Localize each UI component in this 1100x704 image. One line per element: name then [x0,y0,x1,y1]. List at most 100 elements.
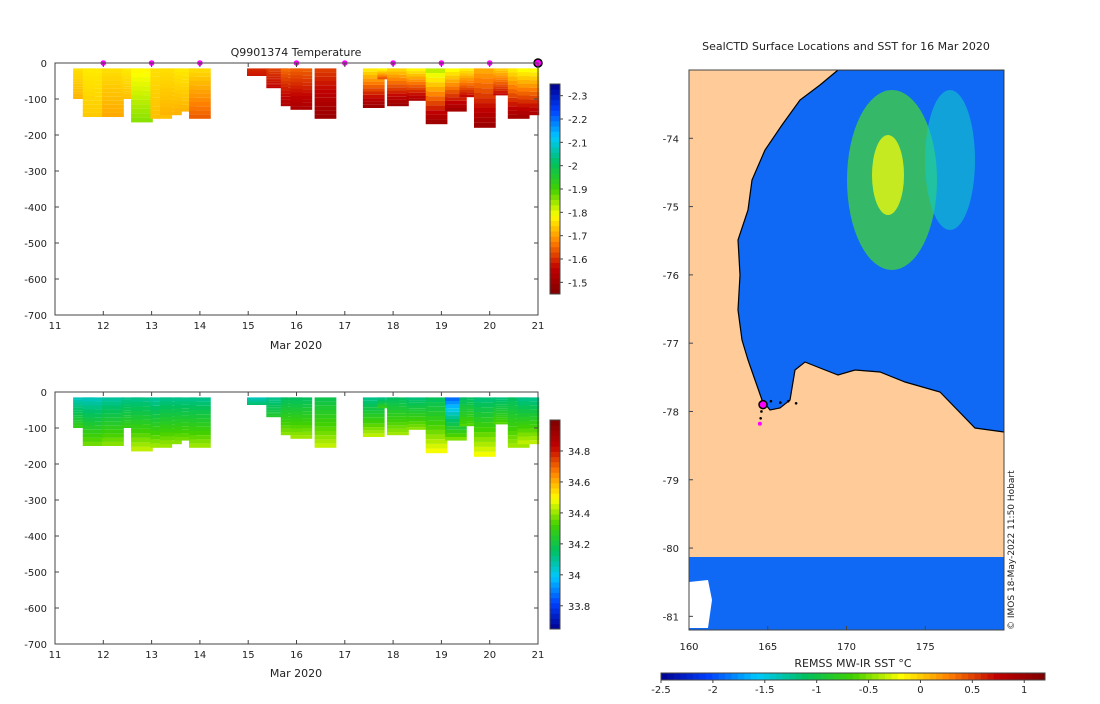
profile-cell [174,415,197,419]
salinity-colorbar: 34.8 34.6 34.4 34.2 34 33.8 [549,419,590,630]
profile-cell [474,83,496,89]
profile-cell [189,102,211,107]
profile-cell [387,81,409,85]
track-point [769,399,773,403]
colorbar-segment [550,273,560,279]
lon-tick-label: 165 [758,642,777,653]
profile-cell [290,425,313,429]
profile-cell [445,401,467,405]
profile-cell [189,85,211,90]
profile-cell [82,409,105,414]
profile-cell [174,82,197,87]
profile-cell [246,69,269,70]
profile-cell [493,70,516,73]
colorbar-tick-label: -2.3 [568,92,588,103]
profile-cell [387,74,409,78]
profile-cell [102,80,124,85]
profile-cell [290,431,313,436]
profile-cell [517,405,540,410]
profile-cell [290,71,313,76]
profile-cell [102,397,124,402]
profile-cell [517,432,540,437]
profile-cell [82,401,105,406]
track-point [760,410,763,413]
sst-colorbar-segment [769,673,777,680]
profile-cell [266,404,289,406]
profile-cell [82,72,105,77]
profile-cell [459,409,482,412]
profile-cell [406,73,429,77]
profile-cell [82,429,105,434]
sst-colorbar-tick-label: -0.5 [859,685,879,696]
profile-cell [493,72,516,76]
colorbar-segment [550,456,560,463]
colorbar-segment [550,420,560,426]
sst-colorbar-segment [801,673,809,680]
profile-cell [160,436,182,441]
sst-colorbar-segment [763,673,771,680]
profile-cell [266,76,289,79]
profile-cell [246,71,269,73]
sst-colorbar-segment [699,673,707,680]
profile-cell [517,87,540,92]
profile-cell [102,84,124,89]
profile-cell [160,432,182,437]
profile-cell [290,421,313,425]
profile-cell [493,86,516,89]
profile-cell [445,411,467,416]
sst-colorbar-segment [949,673,956,680]
colorbar-segment [550,430,560,437]
profile-cell [82,80,105,85]
profile-cell [246,401,269,402]
profile-cell [517,111,540,116]
profile-cell [102,88,124,93]
profile-cell [189,93,211,98]
profile-cell [459,421,482,424]
profile-cell [266,408,289,411]
profile-cell [174,68,197,72]
sst-colorbar-segment [1025,673,1033,680]
map-title: SealCTD Surface Locations and SST for 16… [702,40,990,53]
profile-cell [246,75,269,76]
profile-cell [160,428,182,433]
profile-cell [266,73,289,75]
profile-cell [459,87,482,90]
profile-cell [445,108,467,112]
profile-cell [266,400,289,403]
sst-colorbar-segment [718,673,726,680]
temperature-colorbar: -1.5 -1.6 -1.7 -1.8 -1.9 -2 -2.1 -2.2 -2.3 [549,83,588,295]
profile-cell [314,443,337,448]
profile-cell [406,79,429,82]
sst-colorbar-segment [731,673,739,680]
profile-cell [425,402,448,407]
profile-cell [362,423,385,428]
colorbar-segment [550,524,560,531]
profile-cell [266,71,289,74]
profile-cell [517,103,540,108]
profile-cell [160,84,182,88]
colorbar-segment [550,173,560,179]
profile-cell [290,418,313,422]
colorbar-segment [550,581,560,588]
sst-colorbar-segment [693,673,700,680]
profile-cell [445,429,467,434]
colorbar-tick-label: -2.1 [568,138,588,149]
colorbar-segment [550,89,560,95]
profile-cell [160,111,182,116]
profile-cell [425,91,448,97]
profile-cell [474,112,496,118]
colorbar-segment [550,550,560,557]
profile-cell [102,441,124,446]
profile-cell [82,421,105,426]
profile-cell [445,79,467,83]
colorbar-segment [550,540,560,546]
sst-colorbar-segment [673,673,681,680]
profile-cell [102,68,124,73]
profile-cell [174,404,197,409]
colorbar-segment [550,529,560,536]
profile-cell [387,410,409,414]
profile-cell [445,97,467,101]
colorbar-segment [550,141,560,148]
x-tick-label: 18 [387,321,400,332]
lon-tick-label: 160 [679,642,698,653]
